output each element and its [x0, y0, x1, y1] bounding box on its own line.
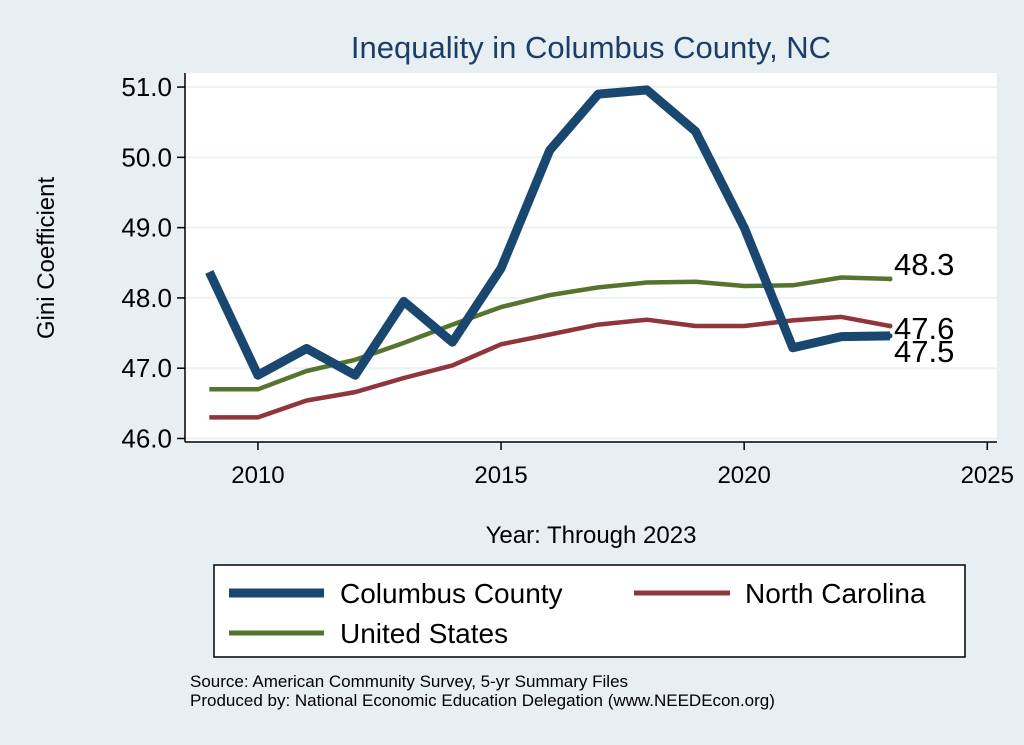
end-point-marker [887, 276, 893, 282]
source-note: Source: American Community Survey, 5-yr … [190, 672, 629, 691]
end-point-marker [887, 333, 893, 339]
plot-area [185, 73, 997, 442]
legend-label-columbus: Columbus County [340, 578, 563, 609]
y-tick-label: 48.0 [121, 283, 172, 313]
x-tick-label: 2015 [474, 462, 527, 489]
y-tick-label: 51.0 [121, 72, 172, 102]
series-layer [205, 85, 893, 420]
series-line-columbus [205, 85, 891, 380]
chart-title: Inequality in Columbus County, NC [351, 30, 831, 65]
series-line-us [209, 275, 891, 392]
end-labels: 47.547.6 48.3 [894, 247, 954, 369]
end-label-us: 48.3 [894, 247, 954, 282]
legend-label-nc: North Carolina [745, 578, 926, 609]
x-tick-label: 2010 [231, 462, 284, 489]
producer-note: Produced by: National Economic Education… [190, 691, 775, 710]
x-tick-label: 2020 [717, 462, 770, 489]
legend: Columbus County North Carolina United St… [213, 564, 966, 658]
x-axis-title: Year: Through 2023 [486, 522, 697, 549]
end-label-columbus: 47.5 [894, 334, 954, 369]
x-tick-label: 2025 [961, 462, 1014, 489]
y-tick-label: 46.0 [121, 423, 172, 453]
legend-label-us: United States [340, 618, 508, 649]
y-axis-title: Gini Coefficient [33, 177, 60, 340]
y-tick-label: 49.0 [121, 213, 172, 243]
end-label-nc: 47.6 [894, 311, 954, 346]
y-tick-label: 47.0 [121, 353, 172, 383]
legend-box [213, 564, 966, 658]
x-axis: 2010 2015 2020 2025 [185, 441, 1014, 489]
series-line-nc [209, 314, 891, 420]
y-tick-label: 50.0 [121, 142, 172, 172]
end-point-marker [887, 323, 893, 329]
y-axis: 46.0 47.0 48.0 49.0 50.0 51.0 [121, 72, 186, 453]
